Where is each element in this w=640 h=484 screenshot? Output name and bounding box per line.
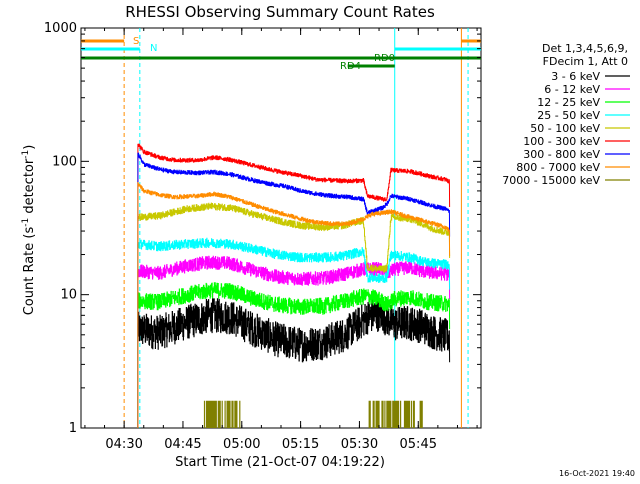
y-tick-label-3: 1000 [44,21,77,36]
rd4-annotation-label: RD4 [340,61,361,72]
y-tick-label-1: 10 [60,288,77,303]
y-label-end: ) [22,145,37,150]
series-line-3 [137,237,451,428]
n-annotation-label: N [150,43,157,54]
x-axis-label: Start Time (21-Oct-07 04:19:22) [175,455,385,470]
legend-entry-label-5: 100 - 300 keV [523,135,600,148]
x-tick-label-2: 05:00 [223,437,260,452]
status-bars [81,39,481,68]
chart-title: RHESSI Observing Summary Count Rates [125,3,435,21]
series-line-1 [137,255,451,428]
legend-entry-label-8: 7000 - 15000 keV [502,174,600,187]
series-line-2 [137,282,451,428]
series-line-7 [137,182,451,428]
series-line-5 [137,143,451,428]
legend-entry-label-6: 300 - 800 keV [523,148,600,161]
burst-cluster-0 [203,400,241,428]
y-label-main: Count Rate (s [22,227,37,316]
y-axis-label: Count Rate (s-1 detector-1) [21,145,37,316]
legend-header-line1: Det 1,3,4,5,6,9, [542,42,628,55]
y-tick-label-2: 100 [52,154,77,169]
series-line-4 [137,202,451,428]
y-label-sup2: -1 [21,150,31,159]
y-label-mid: detector [22,158,37,218]
legend-entry-label-2: 12 - 25 keV [537,96,600,109]
footer-timestamp: 16-Oct-2021 19:40 [559,469,635,478]
legend-entry-label-1: 6 - 12 keV [544,83,600,96]
x-tick-label-4: 05:30 [341,437,378,452]
axis-ticks: 04:30 04:45 05:00 05:15 05:30 05:45 1 10 100 1000 [44,21,481,452]
legend-entry-label-3: 25 - 50 keV [537,109,600,122]
legend-header-line2: FDecim 1, Att 0 [543,55,628,68]
legend-entry-label-0: 3 - 6 keV [551,70,600,83]
rd0-annotation-label: RD0 [374,53,395,64]
series-8-bursts [203,400,423,428]
legend-entry-label-4: 50 - 100 keV [530,122,600,135]
series-line-6 [137,152,451,428]
x-tick-label-3: 05:15 [282,437,319,452]
time-markers [123,28,469,428]
y-label-sup1: -1 [21,218,31,227]
x-tick-label-1: 04:45 [164,437,201,452]
s-annotation-label: S [133,36,139,47]
burst-cluster-1 [368,400,423,428]
legend-entry-label-7: 800 - 7000 keV [516,161,600,174]
y-tick-label-0: 1 [69,421,77,436]
x-tick-label-5: 05:45 [400,437,437,452]
legend: Det 1,3,4,5,6,9, FDecim 1, Att 0 3 - 6 k… [502,42,630,187]
x-tick-label-0: 04:30 [105,437,142,452]
series-group [137,143,451,428]
series-line-0 [137,298,451,428]
